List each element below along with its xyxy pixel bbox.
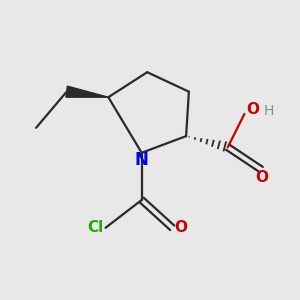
Text: O: O [256, 170, 269, 185]
Text: O: O [175, 220, 188, 235]
Text: O: O [246, 102, 259, 117]
Text: N: N [135, 151, 148, 169]
Text: H: H [263, 104, 274, 118]
Text: Cl: Cl [87, 220, 104, 235]
Polygon shape [66, 86, 108, 97]
